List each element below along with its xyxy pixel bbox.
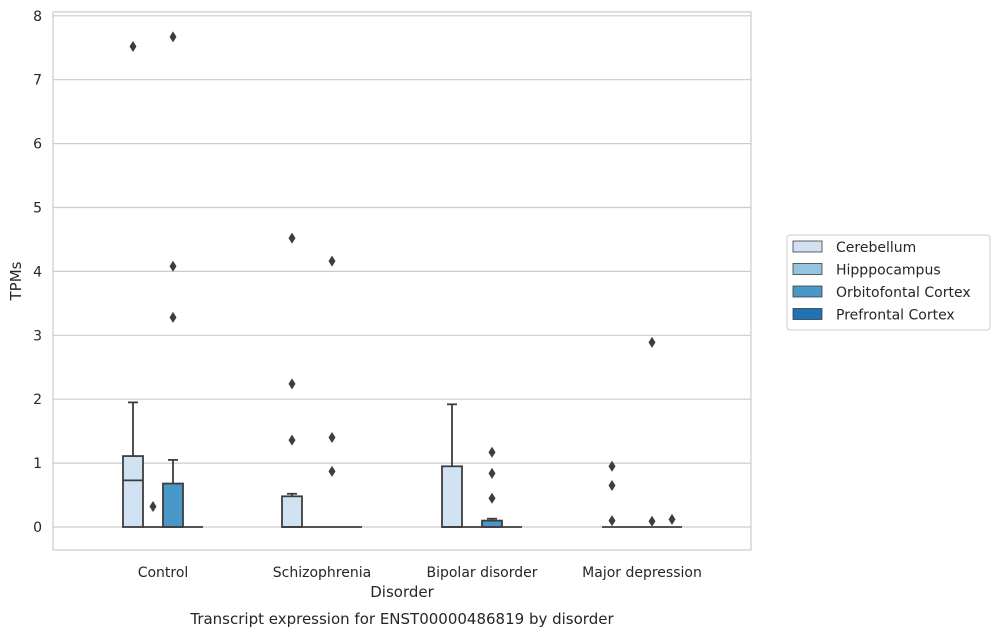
y-tick-label: 5	[33, 201, 42, 217]
boxes-layer	[122, 31, 682, 528]
legend-label: Orbitofontal Cortex	[836, 285, 971, 301]
y-tick-label: 8	[33, 9, 42, 25]
y-tick-label: 1	[33, 456, 42, 472]
legend-swatch	[792, 240, 823, 253]
box-iqr	[481, 519, 503, 528]
outlier-point	[328, 465, 336, 477]
x-tick-label: Bipolar disorder	[426, 565, 537, 581]
plot-frame	[52, 11, 752, 551]
outlier-point	[488, 492, 496, 504]
outlier-point	[648, 515, 656, 527]
outlier-point	[608, 515, 616, 527]
chart-caption: Transcript expression for ENST0000048681…	[189, 610, 614, 628]
box-iqr	[281, 495, 303, 528]
outlier-point	[129, 40, 137, 52]
y-tick-label: 6	[33, 137, 42, 153]
x-tick-label: Schizophrenia	[273, 565, 371, 581]
x-tick-label: Major depression	[582, 565, 702, 581]
outlier-point	[668, 513, 676, 525]
legend-label: Hipppocampus	[836, 263, 941, 279]
legend-label: Cerebellum	[836, 240, 916, 256]
y-tick-labels: 0 1 2 3 4 5 6 7 8	[33, 9, 42, 536]
outlier-point	[608, 460, 616, 472]
outlier-point	[288, 232, 296, 244]
outlier-point	[328, 432, 336, 444]
outlier-point	[169, 31, 177, 43]
y-tick-label: 7	[33, 73, 42, 89]
y-tick-label: 0	[33, 520, 42, 536]
y-tick-label: 2	[33, 392, 42, 408]
legend-frame	[786, 234, 991, 331]
x-tick-labels: Control Schizophrenia Bipolar disorder Majo…	[138, 565, 702, 581]
box-iqr	[441, 465, 463, 528]
outlier-point	[169, 260, 177, 272]
box-iqr	[122, 455, 144, 528]
outlier-point	[169, 311, 177, 323]
outlier-point	[288, 378, 296, 390]
legend-swatch	[792, 308, 823, 320]
outlier-point	[328, 255, 336, 267]
legend-swatch	[792, 263, 823, 275]
box-iqr	[162, 482, 184, 528]
legend-swatch	[792, 285, 823, 298]
outlier-point	[488, 467, 496, 479]
outlier-point	[288, 434, 296, 446]
legend-label: Prefrontal Cortex	[836, 308, 955, 324]
outlier-point	[149, 501, 157, 513]
y-tick-label: 3	[33, 328, 42, 344]
x-tick-label: Control	[138, 565, 189, 581]
legend: Cerebellum Hipppocampus Orbitofontal Corte…	[786, 234, 991, 331]
gridlines	[53, 15, 751, 528]
y-tick-label: 4	[33, 264, 42, 280]
x-axis-label: Disorder	[370, 583, 434, 601]
outlier-point	[648, 336, 656, 348]
outlier-point	[608, 479, 616, 491]
y-axis-label: TPMs	[7, 261, 25, 301]
outlier-point	[488, 446, 496, 458]
